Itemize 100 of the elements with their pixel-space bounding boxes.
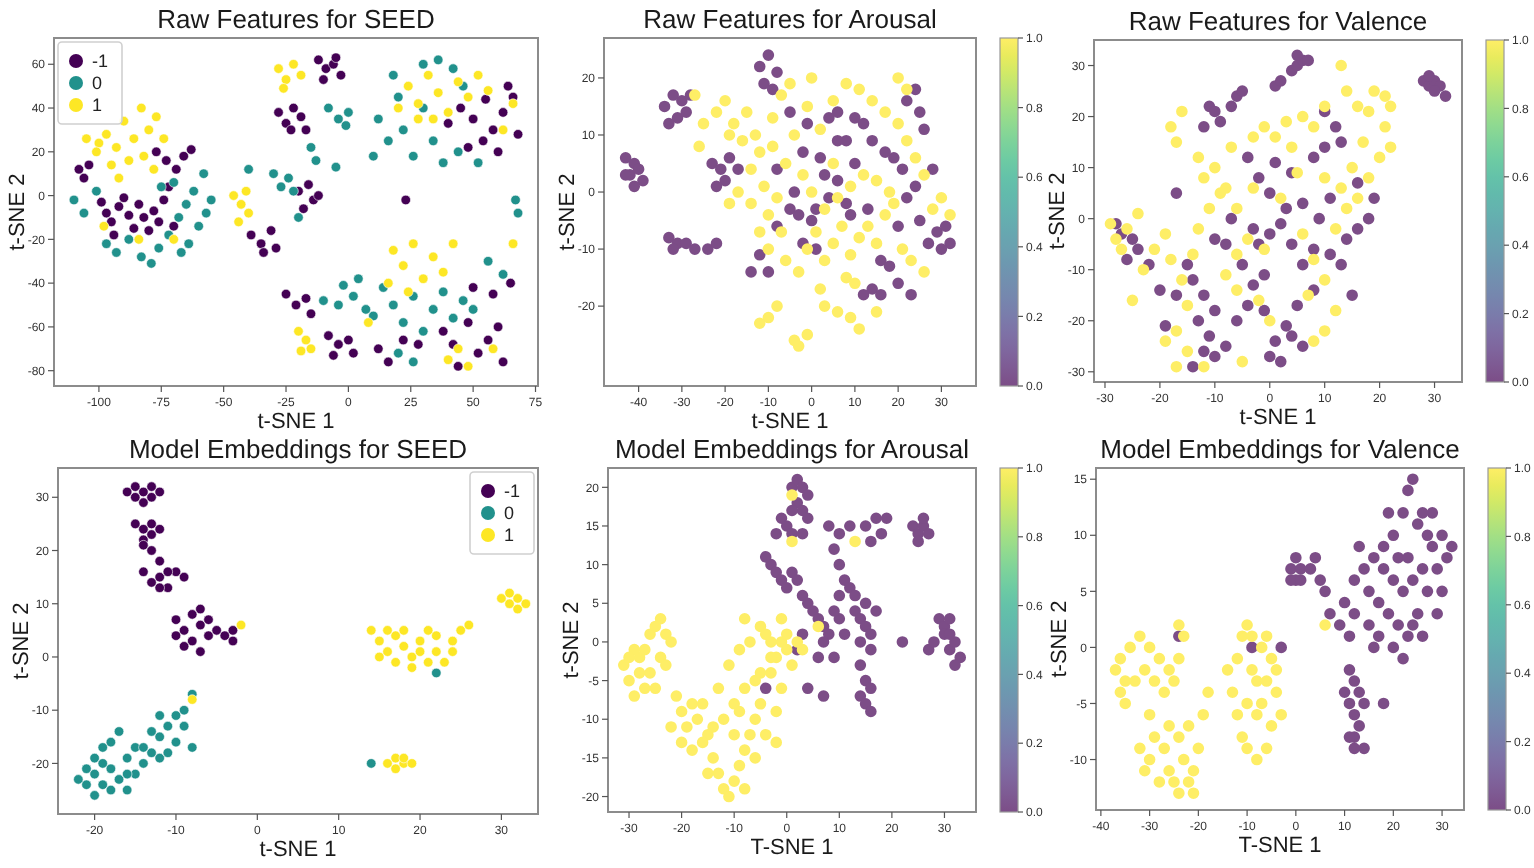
point	[154, 753, 165, 764]
point	[130, 492, 141, 503]
y-axis-title: t-SNE 2	[556, 173, 580, 251]
point	[447, 635, 458, 647]
point	[105, 763, 116, 774]
point	[390, 763, 401, 774]
point	[219, 630, 230, 641]
point	[81, 779, 92, 790]
point	[179, 641, 190, 652]
point	[113, 726, 125, 737]
point	[195, 646, 206, 657]
point	[463, 619, 474, 631]
point	[179, 705, 190, 716]
point	[146, 518, 157, 529]
point	[130, 742, 141, 753]
point	[366, 625, 377, 636]
point	[97, 742, 108, 753]
point	[406, 662, 417, 673]
point	[227, 635, 239, 647]
chart-title: Model Embeddings for SEED	[128, 434, 468, 464]
point	[227, 625, 239, 636]
point	[154, 556, 165, 567]
point	[146, 747, 157, 758]
point	[431, 646, 442, 657]
point	[130, 518, 141, 529]
point	[423, 657, 434, 668]
point	[382, 758, 393, 769]
point	[374, 651, 385, 663]
legend-label: 1	[92, 95, 103, 116]
x-axis-title: t-SNE 1	[1239, 406, 1317, 430]
point	[81, 763, 92, 774]
point	[512, 603, 523, 615]
chart-title: Raw Features for Arousal	[643, 4, 937, 34]
point	[162, 566, 173, 577]
point	[162, 721, 173, 732]
y-axis-title: t-SNE 2	[560, 601, 584, 679]
y-axis-title: t-SNE 2	[10, 602, 34, 680]
point	[235, 619, 247, 631]
point	[154, 486, 165, 498]
point	[390, 753, 401, 764]
point	[138, 566, 149, 577]
point	[170, 737, 182, 748]
point	[187, 694, 198, 705]
y-axis-title: t-SNE 2	[6, 173, 30, 251]
point	[414, 635, 426, 647]
point	[398, 753, 409, 764]
x-axis-title: T-SNE 1	[750, 836, 834, 860]
point	[138, 758, 149, 769]
point	[146, 529, 157, 540]
point	[179, 721, 190, 732]
point	[154, 572, 165, 583]
point	[154, 731, 165, 742]
point	[146, 726, 157, 737]
point	[390, 630, 401, 641]
point	[105, 737, 116, 748]
point	[138, 742, 149, 753]
point	[105, 784, 116, 796]
legend-label: 0	[92, 73, 103, 94]
point	[113, 774, 125, 785]
point	[366, 758, 377, 769]
point	[89, 790, 100, 801]
chart-title: Raw Features for SEED	[157, 4, 435, 34]
point	[382, 646, 393, 657]
point	[211, 625, 222, 636]
legend-label: 1	[504, 525, 515, 546]
point	[138, 486, 149, 498]
point	[146, 577, 157, 588]
y-axis-title: t-SNE 2	[1046, 172, 1070, 250]
point	[122, 768, 133, 780]
point	[154, 582, 165, 593]
point	[455, 625, 466, 636]
point	[170, 630, 182, 641]
point	[146, 492, 157, 503]
point	[122, 784, 133, 796]
point	[496, 593, 507, 604]
x-axis-title: t-SNE 1	[259, 838, 337, 862]
point	[187, 635, 198, 647]
point	[504, 598, 515, 609]
point	[170, 614, 182, 625]
point	[195, 619, 206, 631]
point	[73, 774, 84, 785]
point	[398, 641, 409, 652]
point	[130, 481, 141, 492]
legend-label: -1	[504, 481, 521, 502]
point	[179, 625, 190, 636]
point	[431, 630, 442, 641]
x-axis-title: t-SNE 1	[751, 410, 829, 434]
chart-title: Raw Features for Valence	[1128, 6, 1428, 36]
point	[406, 651, 417, 663]
point	[512, 593, 523, 604]
point	[195, 603, 206, 615]
point	[382, 625, 393, 636]
point	[146, 545, 157, 556]
y-axis-title: t-SNE 2	[1048, 600, 1072, 678]
point	[146, 481, 157, 492]
point	[439, 657, 450, 668]
point	[89, 768, 100, 780]
point	[97, 758, 108, 769]
point	[122, 486, 133, 498]
point	[138, 497, 149, 508]
